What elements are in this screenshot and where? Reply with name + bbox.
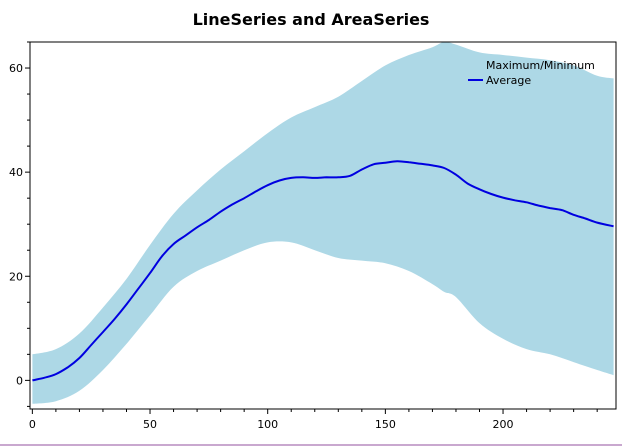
x-tick-label: 100 — [257, 418, 278, 431]
x-tick-label: 150 — [375, 418, 396, 431]
x-tick-label: 200 — [493, 418, 514, 431]
y-tick-label: 40 — [9, 166, 23, 179]
area-layer — [32, 42, 613, 404]
y-tick-label: 20 — [9, 270, 23, 283]
x-tick-label: 0 — [29, 418, 36, 431]
x-tick-label: 50 — [143, 418, 157, 431]
area-band-max-min — [32, 42, 613, 404]
y-tick-label: 60 — [9, 62, 23, 75]
legend-label-max-min: Maximum/Minimum — [486, 59, 595, 72]
legend-label-average: Average — [486, 74, 531, 87]
y-tick-label: 0 — [16, 374, 23, 387]
